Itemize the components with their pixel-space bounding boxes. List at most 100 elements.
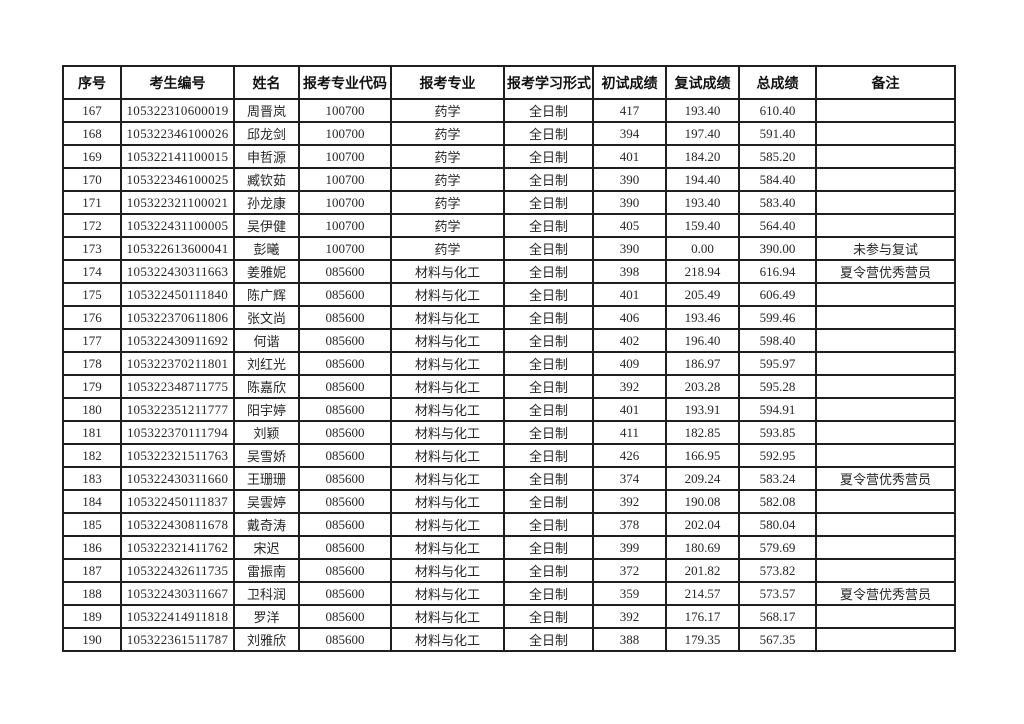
cell-major: 材料与化工 [390,512,505,537]
cell-initial-score: 402 [592,328,667,353]
header-cell-major-code: 报考专业代码 [298,65,392,100]
cell-name: 吴雲婷 [233,489,300,514]
cell-initial-score: 401 [592,397,667,422]
table-row: 179 105322348711775 陈嘉欣 085600 材料与化工 全日制 392 20… [62,374,956,399]
cell-major: 药学 [390,190,505,215]
cell-name: 宋迟 [233,535,300,560]
cell-remarks [815,420,956,445]
cell-total-score: 599.46 [738,305,817,330]
cell-initial-score: 401 [592,282,667,307]
cell-retest-score: 196.40 [665,328,740,353]
cell-remarks [815,167,956,192]
cell-retest-score: 214.57 [665,581,740,606]
table-row: 177 105322430911692 何谐 085600 材料与化工 全日制 402 196… [62,328,956,353]
cell-total-score: 616.94 [738,259,817,284]
table-row: 170 105322346100025 臧钦茹 100700 药学 全日制 390 194.4… [62,167,956,192]
cell-study-mode: 全日制 [503,190,594,215]
table-row: 190 105322361511787 刘雅欣 085600 材料与化工 全日制 388 17… [62,627,956,652]
cell-major: 材料与化工 [390,558,505,583]
cell-initial-score: 390 [592,190,667,215]
cell-major-code: 100700 [298,190,392,215]
cell-index: 174 [62,259,122,284]
cell-major: 材料与化工 [390,374,505,399]
header-cell-retest-score: 复试成绩 [665,65,740,100]
cell-retest-score: 193.40 [665,190,740,215]
cell-major-code: 100700 [298,121,392,146]
cell-major: 材料与化工 [390,581,505,606]
cell-candidate-id: 105322414911818 [120,604,235,629]
cell-index: 172 [62,213,122,238]
cell-candidate-id: 105322370611806 [120,305,235,330]
table-row: 174 105322430311663 姜雅妮 085600 材料与化工 全日制 398 21… [62,259,956,284]
cell-name: 刘雅欣 [233,627,300,652]
cell-major-code: 100700 [298,98,392,123]
cell-major-code: 085600 [298,420,392,445]
cell-candidate-id: 105322432611735 [120,558,235,583]
admission-score-table: 序号 考生编号 姓名 报考专业代码 报考专业 报考学习形式 初试成绩 复试成绩 总成绩 备注 16… [62,65,956,652]
cell-total-score: 595.97 [738,351,817,376]
cell-index: 188 [62,581,122,606]
cell-name: 臧钦茹 [233,167,300,192]
cell-major-code: 100700 [298,213,392,238]
cell-remarks [815,144,956,169]
cell-remarks [815,121,956,146]
cell-major-code: 085600 [298,282,392,307]
table-row: 189 105322414911818 罗洋 085600 材料与化工 全日制 392 176… [62,604,956,629]
cell-total-score: 593.85 [738,420,817,445]
cell-major: 材料与化工 [390,627,505,652]
cell-index: 177 [62,328,122,353]
cell-index: 190 [62,627,122,652]
cell-name: 陈嘉欣 [233,374,300,399]
cell-major-code: 085600 [298,535,392,560]
cell-name: 卫科润 [233,581,300,606]
cell-study-mode: 全日制 [503,466,594,491]
cell-name: 吴雪娇 [233,443,300,468]
cell-name: 阳宇婷 [233,397,300,422]
cell-candidate-id: 105322430311660 [120,466,235,491]
header-cell-total-score: 总成绩 [738,65,817,100]
cell-remarks: 夏令营优秀营员 [815,466,956,491]
cell-remarks [815,282,956,307]
cell-major-code: 085600 [298,627,392,652]
cell-major: 材料与化工 [390,351,505,376]
cell-index: 185 [62,512,122,537]
cell-index: 170 [62,167,122,192]
cell-remarks: 未参与复试 [815,236,956,261]
cell-index: 171 [62,190,122,215]
cell-retest-score: 159.40 [665,213,740,238]
cell-candidate-id: 105322141100015 [120,144,235,169]
cell-retest-score: 179.35 [665,627,740,652]
cell-major-code: 085600 [298,489,392,514]
cell-major: 材料与化工 [390,282,505,307]
cell-major-code: 085600 [298,443,392,468]
cell-remarks: 夏令营优秀营员 [815,581,956,606]
cell-major: 药学 [390,236,505,261]
cell-name: 雷振南 [233,558,300,583]
cell-study-mode: 全日制 [503,121,594,146]
cell-candidate-id: 105322346100026 [120,121,235,146]
cell-study-mode: 全日制 [503,328,594,353]
cell-index: 173 [62,236,122,261]
table-row: 178 105322370211801 刘红光 085600 材料与化工 全日制 409 18… [62,351,956,376]
header-cell-major: 报考专业 [390,65,505,100]
cell-total-score: 573.57 [738,581,817,606]
cell-remarks [815,374,956,399]
cell-index: 179 [62,374,122,399]
cell-study-mode: 全日制 [503,282,594,307]
cell-total-score: 583.24 [738,466,817,491]
cell-name: 刘颖 [233,420,300,445]
cell-candidate-id: 105322430311663 [120,259,235,284]
cell-total-score: 583.40 [738,190,817,215]
cell-initial-score: 374 [592,466,667,491]
cell-initial-score: 392 [592,374,667,399]
cell-major-code: 085600 [298,374,392,399]
cell-major-code: 085600 [298,305,392,330]
cell-name: 罗洋 [233,604,300,629]
cell-study-mode: 全日制 [503,512,594,537]
cell-candidate-id: 105322450111840 [120,282,235,307]
cell-name: 申哲源 [233,144,300,169]
table-row: 181 105322370111794 刘颖 085600 材料与化工 全日制 411 182… [62,420,956,445]
cell-retest-score: 209.24 [665,466,740,491]
cell-initial-score: 398 [592,259,667,284]
table-row: 172 105322431100005 吴伊健 100700 药学 全日制 405 159.4… [62,213,956,238]
